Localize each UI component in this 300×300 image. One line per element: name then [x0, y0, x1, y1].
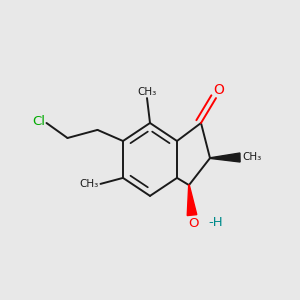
- Text: CH₃: CH₃: [242, 152, 262, 163]
- Text: -H: -H: [208, 216, 223, 229]
- Text: Cl: Cl: [32, 115, 45, 128]
- Text: CH₃: CH₃: [80, 179, 99, 189]
- Polygon shape: [210, 153, 240, 162]
- Text: O: O: [214, 82, 224, 97]
- Text: O: O: [188, 217, 199, 230]
- Text: CH₃: CH₃: [137, 87, 157, 97]
- Polygon shape: [187, 185, 197, 216]
